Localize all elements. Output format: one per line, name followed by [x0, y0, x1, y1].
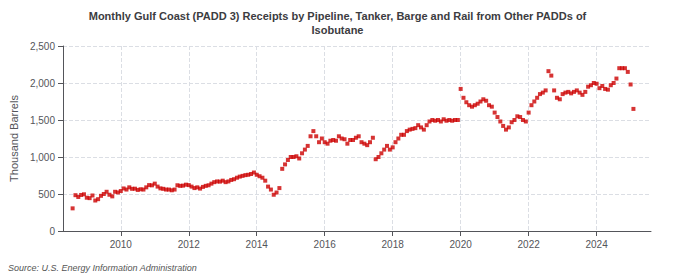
svg-text:2,000: 2,000 [30, 78, 55, 89]
svg-text:2010: 2010 [110, 239, 133, 250]
svg-text:2022: 2022 [518, 239, 541, 250]
svg-text:2,500: 2,500 [30, 41, 55, 52]
svg-text:2024: 2024 [585, 239, 608, 250]
svg-text:2020: 2020 [450, 239, 473, 250]
svg-text:0: 0 [49, 226, 55, 237]
svg-text:Source: U.S. Energy Informatio: Source: U.S. Energy Information Administ… [8, 263, 197, 273]
svg-text:2012: 2012 [178, 239, 201, 250]
svg-text:2014: 2014 [246, 239, 269, 250]
svg-text:2018: 2018 [382, 239, 405, 250]
svg-text:500: 500 [38, 189, 55, 200]
svg-text:Isobutane: Isobutane [312, 24, 364, 36]
svg-text:Monthly Gulf Coast (PADD 3) Re: Monthly Gulf Coast (PADD 3) Receipts by … [89, 10, 587, 22]
svg-text:1,000: 1,000 [30, 152, 55, 163]
svg-text:1,500: 1,500 [30, 115, 55, 126]
svg-text:Thousand Barrels: Thousand Barrels [8, 95, 20, 182]
svg-text:2016: 2016 [314, 239, 337, 250]
